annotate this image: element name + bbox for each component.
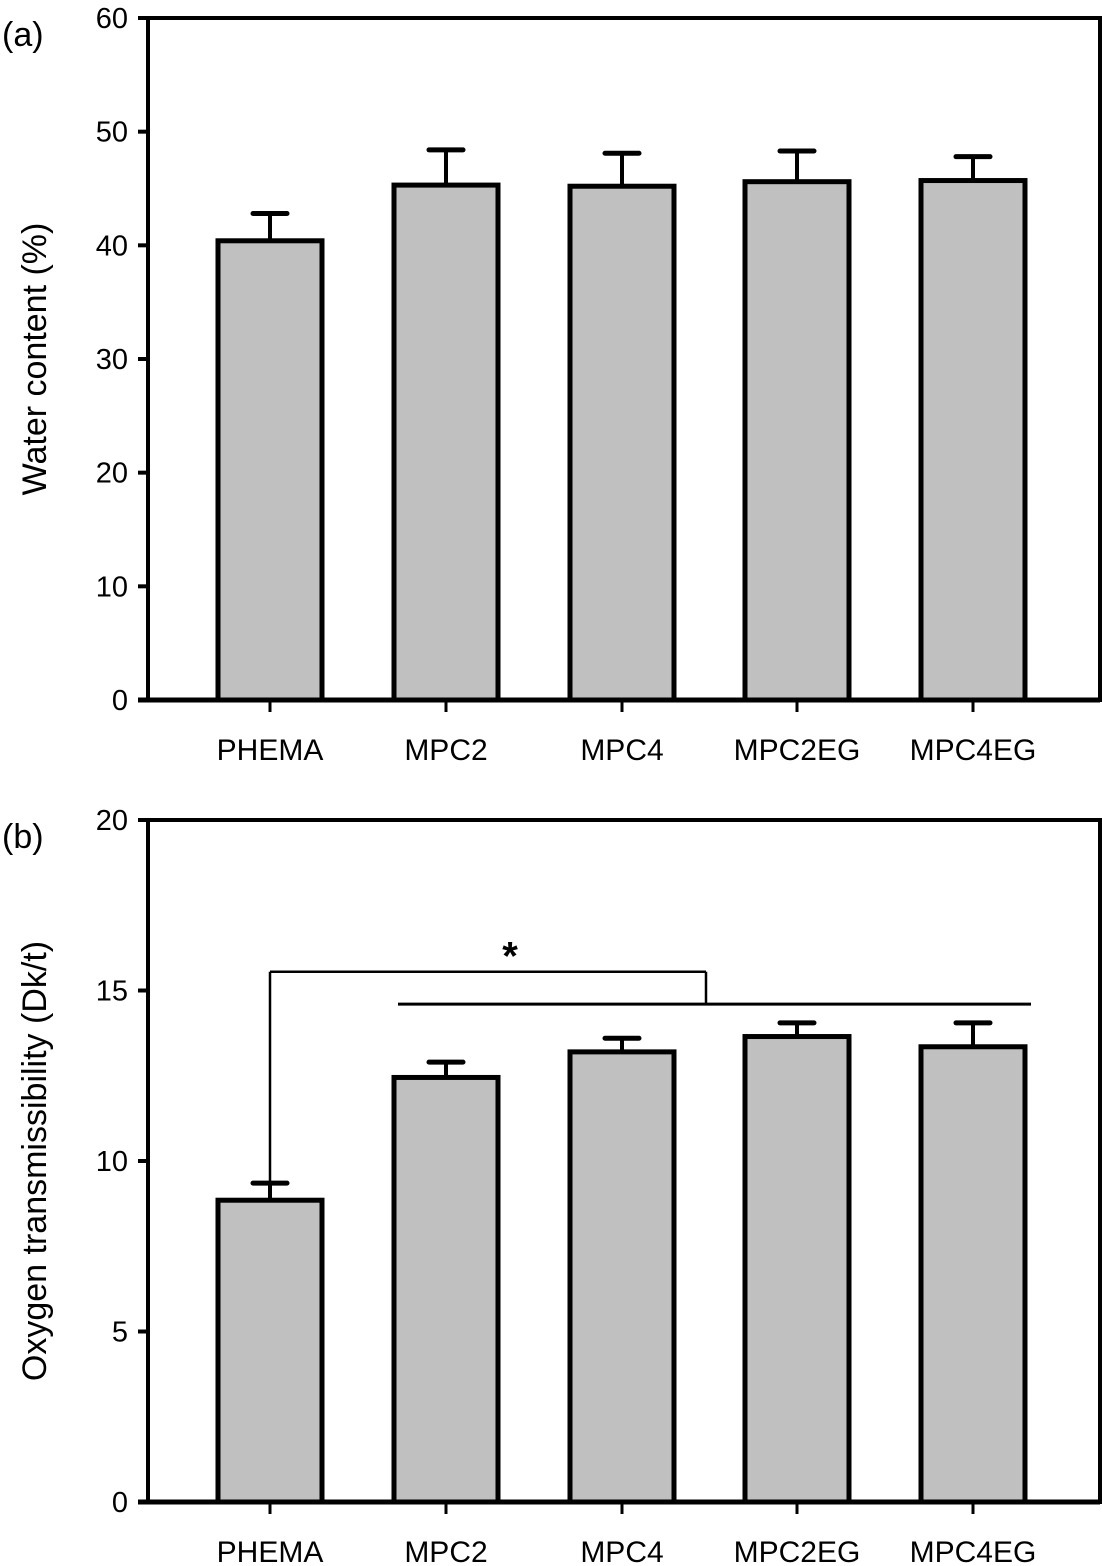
y-tick-label: 20: [96, 458, 128, 490]
x-tick-label: PHEMA: [217, 734, 324, 767]
x-tick-label: MPC4EG: [910, 734, 1037, 767]
y-tick-label: 10: [96, 1146, 128, 1178]
bar-mpc4: [567, 1049, 677, 1505]
significance-star: *: [502, 935, 518, 979]
y-tick-label: 0: [112, 1487, 128, 1519]
panel-b-oxygen-transmissibility: 0 5 10 15 20 PHEMA MPC2 MPC4 MPC2EG MPC4EG Oxygen …: [2, 805, 1102, 1566]
y-tick-label: 10: [96, 571, 128, 603]
panel-label: (a): [2, 16, 44, 54]
y-tick-label: 20: [96, 805, 128, 837]
x-tick-label: MPC4EG: [910, 1536, 1037, 1566]
x-tick-label: PHEMA: [217, 1536, 324, 1566]
x-tick-label: MPC2: [404, 734, 487, 767]
y-tick-label: 60: [96, 3, 128, 35]
bar-mpc4: [567, 183, 677, 703]
panel-a-water-content: 0 10 20 30 40 50 60 PHEMA MPC2 MPC4 MPC2EG MPC4EG Wa…: [2, 3, 1102, 767]
bar-mpc2eg: [742, 1034, 852, 1505]
x-tick-label: MPC4: [580, 1536, 663, 1566]
y-tick-label: 30: [96, 344, 128, 376]
y-axis-title: Water content (%): [16, 223, 54, 496]
bar-mpc2eg: [742, 179, 852, 703]
x-tick-label: MPC2: [404, 1536, 487, 1566]
y-tick-label: 15: [96, 976, 128, 1008]
y-tick-label: 0: [112, 685, 128, 717]
x-tick-label: MPC2EG: [734, 734, 861, 767]
bar-phema: [215, 1197, 325, 1505]
bar-phema: [215, 238, 325, 703]
bar-mpc4eg: [918, 1044, 1028, 1505]
bar-mpc2: [391, 1074, 501, 1505]
y-tick-label: 5: [112, 1317, 128, 1349]
bar-mpc4eg: [918, 178, 1028, 703]
bar-mpc2: [391, 182, 501, 703]
x-tick-label: MPC4: [580, 734, 663, 767]
y-axis-title: Oxygen transmissibility (Dk/t): [16, 941, 54, 1381]
y-tick-label: 40: [96, 230, 128, 262]
y-tick-label: 50: [96, 117, 128, 149]
panel-label: (b): [2, 818, 44, 856]
x-tick-label: MPC2EG: [734, 1536, 861, 1566]
